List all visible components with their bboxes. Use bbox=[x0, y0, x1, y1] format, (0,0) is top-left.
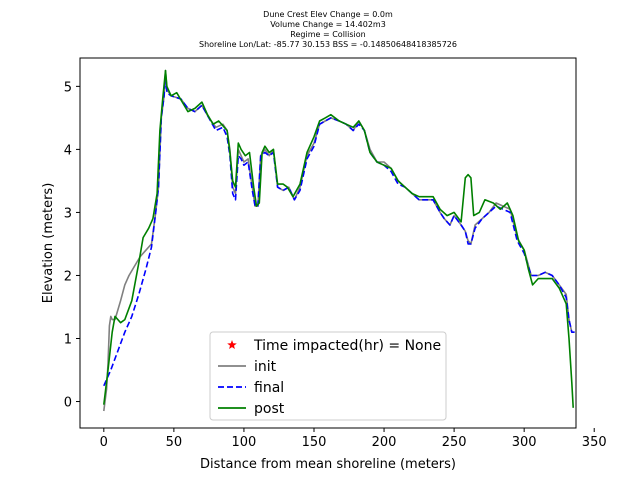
legend-box bbox=[209, 331, 447, 421]
x-tick-label: 250 bbox=[442, 435, 467, 450]
x-tick-label: 300 bbox=[512, 435, 537, 450]
x-tick-label: 350 bbox=[582, 435, 607, 450]
x-tick-label: 50 bbox=[166, 435, 183, 450]
legend-label: post bbox=[254, 401, 285, 417]
x-tick-label: 150 bbox=[302, 435, 327, 450]
y-tick-label: 2 bbox=[64, 269, 72, 284]
series-line-final bbox=[103, 73, 575, 387]
y-axis-label: Elevation (meters) bbox=[41, 183, 56, 304]
y-axis: 0 1 2 3 4 5 bbox=[64, 80, 80, 411]
title-line-1: Dune Crest Elev Change = 0.0m bbox=[263, 10, 393, 19]
legend: Time impacted(hr) = None init final post bbox=[209, 331, 447, 421]
y-tick-label: 5 bbox=[64, 80, 72, 95]
y-tick-label: 3 bbox=[64, 206, 72, 221]
series-group bbox=[103, 69, 575, 412]
y-tick-label: 4 bbox=[64, 143, 72, 158]
x-tick-label: 100 bbox=[232, 435, 257, 450]
legend-label: Time impacted(hr) = None bbox=[253, 338, 441, 354]
x-axis-label: Distance from mean shoreline (meters) bbox=[200, 457, 456, 472]
y-tick-label: 0 bbox=[64, 396, 72, 411]
title-line-4: Shoreline Lon/Lat: -85.77 30.153 BSS = -… bbox=[199, 40, 457, 49]
star-marker-icon bbox=[227, 340, 237, 349]
x-tick-label: 0 bbox=[100, 435, 108, 450]
legend-label: final bbox=[254, 380, 284, 396]
y-tick-label: 1 bbox=[64, 332, 72, 347]
legend-label: init bbox=[254, 359, 277, 375]
title-line-3: Regime = Collision bbox=[290, 30, 365, 39]
title-line-2: Volume Change = 14.402m3 bbox=[270, 20, 386, 29]
series-line-post bbox=[103, 69, 574, 408]
x-tick-label: 200 bbox=[372, 435, 397, 450]
plot-area bbox=[79, 57, 577, 429]
x-axis: 0 50 100 150 200 250 300 350 bbox=[100, 428, 607, 450]
